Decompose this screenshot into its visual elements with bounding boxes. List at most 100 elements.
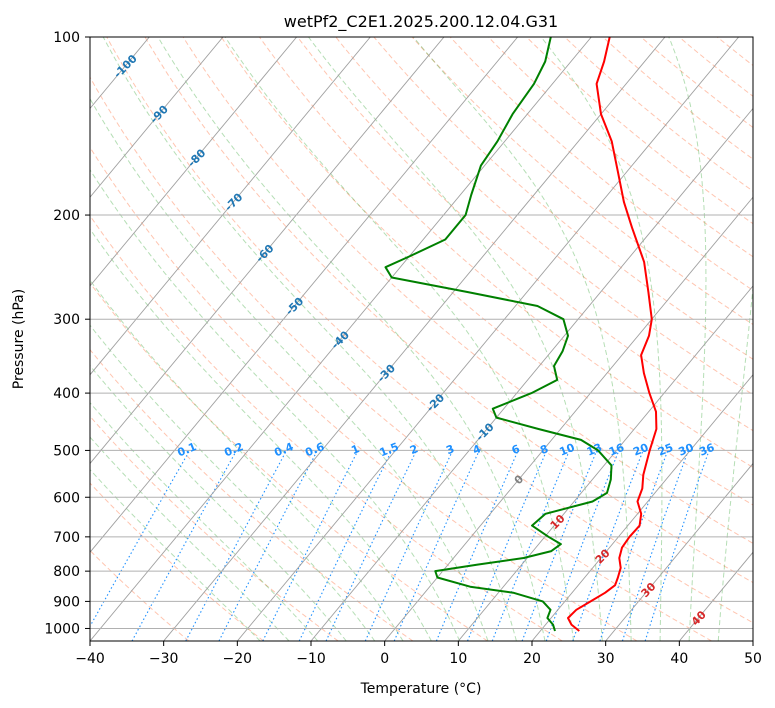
dry-adiabat-line [106,37,753,624]
isotherm-line [90,37,592,641]
dry-adiabat-line [90,282,488,641]
isotherm-line [90,37,224,198]
x-tick-label: −20 [223,651,253,667]
x-tick-label: −10 [296,651,326,667]
moist-adiabat-line [668,37,707,641]
moist-adiabat-line [102,37,517,641]
isotherm-line [90,37,445,465]
y-tick-label: 700 [53,530,80,546]
moist-adiabat-line [90,228,432,641]
mixing-ratio-line [393,450,480,641]
isobar-grid [90,37,753,629]
mixing-ratio-line [599,450,669,641]
isotherm-line [90,37,518,553]
x-tick-label: 40 [670,651,688,667]
y-tick-label: 100 [53,30,80,46]
moist-adiabat-line [90,468,261,641]
y-tick-label: 200 [53,208,80,224]
dry-adiabat-line [220,37,753,506]
moist-adiabat-line [90,401,319,641]
mixing-ratio-line [131,450,238,641]
mixing-ratio-lines [90,450,710,641]
plot-frame [89,36,754,642]
mixing-ratio-label: 20 [631,441,650,459]
dry-adiabat-line [144,37,753,584]
x-tick-label: 0 [380,651,389,667]
mixing-ratio-label: 25 [656,441,675,459]
dry-adiabat-line [373,37,753,360]
mixing-ratio-line [185,450,288,641]
dry-adiabat-line [90,214,563,641]
moist-adiabat-line [90,324,376,641]
y-tick-label: 900 [53,594,80,610]
y-tick-label: 400 [53,386,80,402]
moist-adiabat-line [308,37,603,641]
x-tick-label: 50 [744,651,762,667]
isotherm-line [236,37,739,641]
mixing-ratio-line [521,450,598,641]
isotherm-line [605,462,753,641]
x-tick-label: −30 [149,651,179,667]
mixing-ratio-line [491,450,570,641]
isotherm-line [457,285,753,641]
y-tick-label: 300 [53,312,80,328]
dry-adiabat-line [526,37,753,225]
isotherm-line [310,107,753,641]
dry-adiabat-line [602,37,753,160]
temperature-profile-line [567,37,658,632]
x-tick-label: −40 [75,651,105,667]
mixing-ratio-label: 36 [697,441,716,459]
x-axis-title: Temperature (°C) [360,681,482,697]
moist-adiabat-line [90,279,404,641]
dry-adiabat-line [90,482,264,641]
x-axis: −40 −30 −20 −10 0 10 20 30 40 50 [75,641,762,667]
moist-adiabat-line [540,37,663,641]
mixing-ratio-line [466,450,548,641]
isotherms [90,37,753,641]
isotherm-line [90,37,297,287]
x-tick-label: 10 [449,651,467,667]
dry-adiabat-line [90,415,339,641]
chart-title: wetPf2_C2E1.2025.200.12.04.G31 [284,12,558,32]
y-axis: 100 200 300 400 500 600 700 800 900 1000 [44,30,90,637]
moist-adiabat-line [717,282,753,641]
moist-adiabat-line [90,97,489,641]
y-axis-title: Pressure (hPa) [11,289,27,389]
mixing-ratio-label: 2 [408,442,420,457]
dry-adiabat-line [182,37,753,544]
mixing-ratio-line [435,450,519,641]
moist-adiabat-line [412,37,632,641]
isotherm-line [384,196,753,641]
mixing-ratio-line [572,450,644,641]
mixing-ratio-line [90,450,191,628]
dry-adiabat-line [488,37,753,258]
isotherm-line [163,37,666,641]
mixing-ratio-label: 30 [677,441,696,459]
dry-adiabat-line [449,37,753,291]
mixing-ratio-label: 1 [349,442,361,457]
x-tick-label: 30 [597,651,615,667]
dry-adiabat-line [90,146,638,641]
mixing-ratio-label: 10 [558,441,577,459]
dry-adiabat-line [335,37,753,396]
dry-adiabat-line [90,76,712,641]
isotherm-line [90,37,371,376]
moist-adiabat-line [90,436,290,641]
y-tick-label: 800 [53,564,80,580]
dewpoint-profile-line [384,37,613,632]
mixing-ratio-line [545,450,620,641]
isotherm-line [531,374,753,641]
dry-adiabat-line [297,37,753,432]
dry-adiabat-line [258,37,753,469]
x-tick-label: 20 [523,651,541,667]
mixing-ratio-line [262,450,359,641]
mixing-ratio-label: 16 [607,441,626,459]
mixing-ratio-label: 3 [444,442,456,457]
y-tick-label: 500 [53,443,80,459]
mixing-ratio-line [644,450,710,641]
y-tick-label: 600 [53,490,80,506]
moist-adiabat-line [90,168,461,641]
mixing-ratio-label: 8 [538,442,550,457]
